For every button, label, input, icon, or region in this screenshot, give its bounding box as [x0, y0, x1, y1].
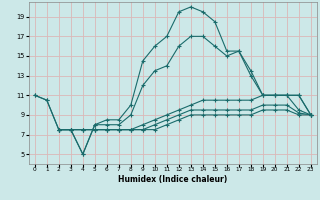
X-axis label: Humidex (Indice chaleur): Humidex (Indice chaleur)	[118, 175, 228, 184]
